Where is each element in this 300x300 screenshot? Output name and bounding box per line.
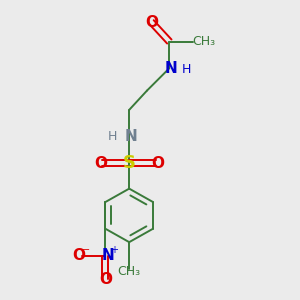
Text: O: O: [145, 15, 158, 30]
Text: N: N: [124, 129, 137, 144]
Text: O: O: [94, 156, 107, 171]
Text: O: O: [99, 272, 112, 287]
Text: CH₃: CH₃: [118, 266, 141, 278]
Text: N: N: [101, 248, 114, 263]
Text: S: S: [123, 154, 136, 172]
Text: H: H: [182, 63, 191, 76]
Text: H: H: [108, 130, 118, 143]
Text: +: +: [110, 245, 118, 255]
Text: O: O: [151, 156, 164, 171]
Text: N: N: [164, 61, 177, 76]
Text: O: O: [72, 248, 85, 263]
Text: −: −: [82, 245, 91, 255]
Text: CH₃: CH₃: [192, 35, 215, 48]
